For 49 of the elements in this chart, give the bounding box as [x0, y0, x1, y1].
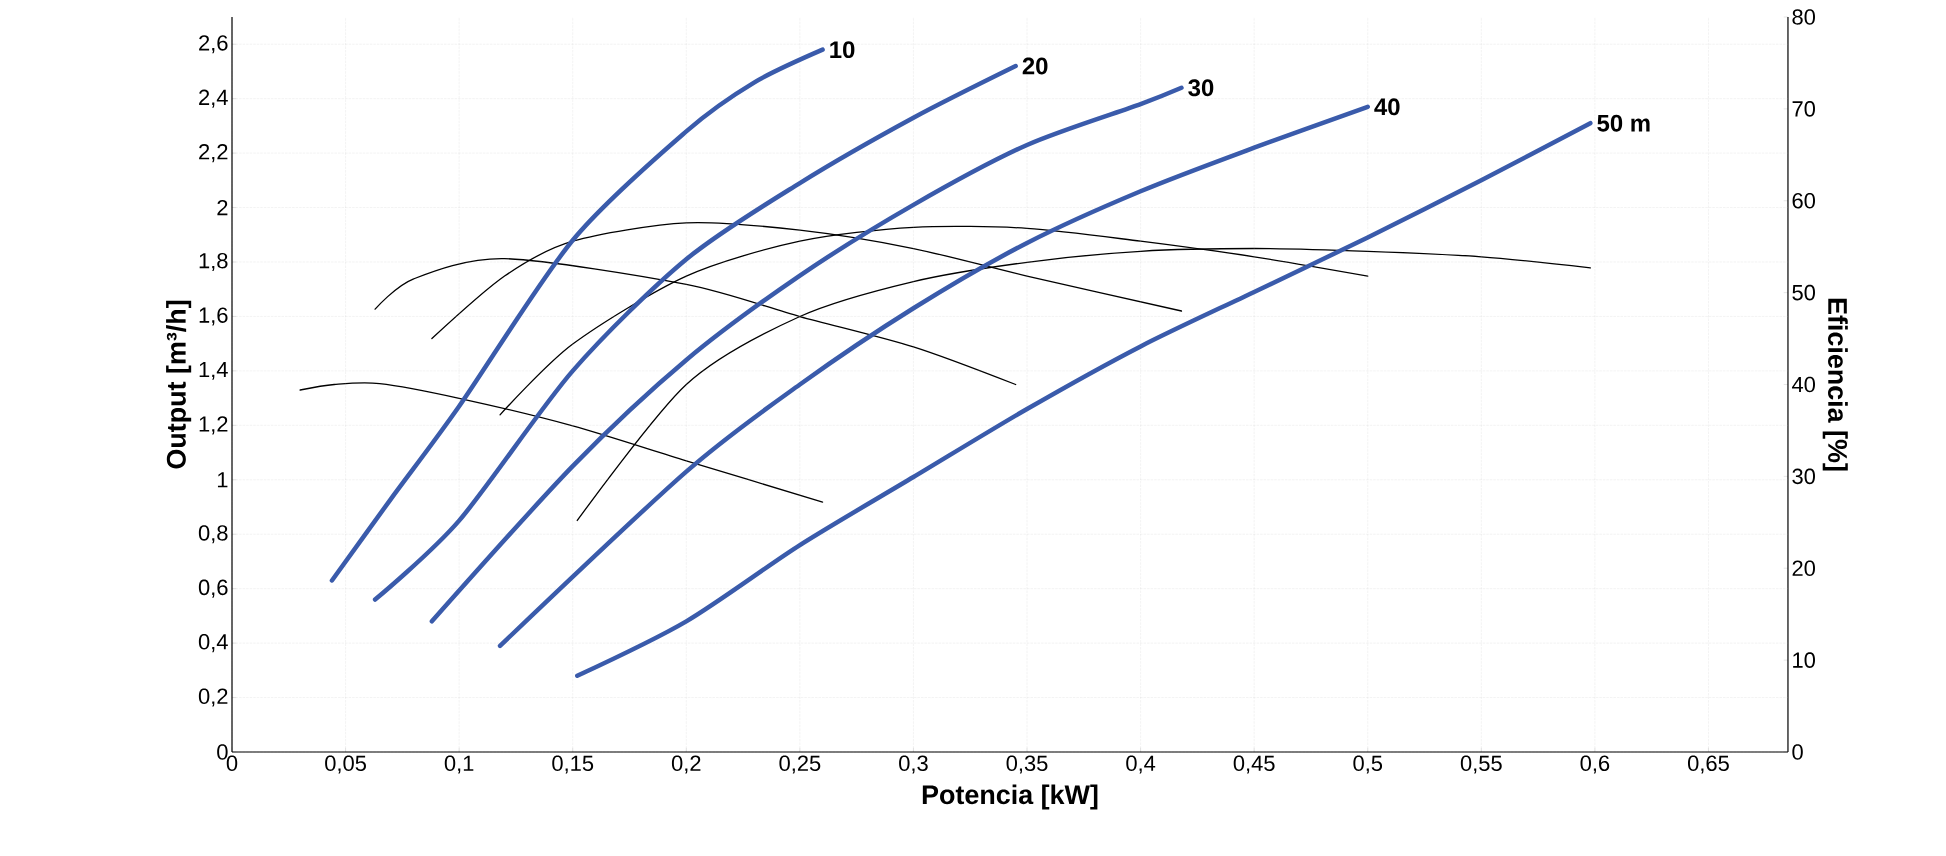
y-tick-label: 0,8 — [198, 525, 228, 544]
x-tick-label: 0,5 — [1353, 755, 1383, 774]
y2-tick-label: 80 — [1792, 9, 1815, 25]
series-label: 40 — [1374, 98, 1400, 116]
line-series — [497, 104, 1370, 649]
y-axis-title: Output [m³/h] — [166, 300, 192, 469]
x-tick-label: 0,6 — [1580, 755, 1610, 774]
y2-tick-label: 40 — [1791, 376, 1815, 393]
y-tick-label: 1,2 — [199, 416, 228, 435]
y2-tick-label: 0 — [1792, 744, 1803, 760]
y-tick-label: 0,4 — [198, 634, 228, 653]
x-tick-label: 0,25 — [779, 755, 821, 774]
line-series — [329, 47, 825, 583]
y2-tick-label: 30 — [1792, 468, 1815, 485]
y-tick-label: 1 — [217, 472, 228, 488]
y-tick-label: 0,6 — [198, 579, 228, 598]
x-tick-label: 0,2 — [671, 755, 701, 774]
x-axis-title: Potencia [kW] — [922, 784, 1098, 810]
y-tick-label: 1,8 — [199, 252, 228, 272]
y-tick-label: 2,2 — [199, 144, 228, 163]
y-tick-label: 2,6 — [199, 35, 228, 54]
series-label: 50 m — [1597, 114, 1650, 132]
x-tick-label: 0,4 — [1126, 755, 1156, 774]
y-tick-label: 0,2 — [198, 688, 228, 707]
x-tick-label: 0,1 — [444, 755, 474, 774]
x-tick-label: 0,3 — [899, 755, 928, 774]
x-tick-label: 0,35 — [1006, 755, 1048, 774]
x-tick-label: 0,05 — [325, 755, 366, 774]
x-tick-label: 0,65 — [1687, 755, 1729, 774]
y2-tick-label: 10 — [1793, 652, 1815, 668]
line-series — [575, 120, 1593, 679]
line-series — [372, 63, 1018, 602]
y-tick-label: 2 — [217, 199, 228, 216]
y-tick-label: 2,4 — [199, 89, 228, 108]
series-label: 10 — [830, 41, 855, 59]
y2-tick-label: 20 — [1792, 560, 1815, 577]
series-label: 20 — [1022, 57, 1048, 75]
x-tick-label: 0,55 — [1460, 755, 1502, 774]
y2-tick-label: 70 — [1792, 101, 1815, 117]
series-label: 30 — [1188, 79, 1214, 97]
y2-tick-label: 60 — [1792, 192, 1815, 209]
x-tick-label: 0,15 — [552, 755, 594, 774]
line-series — [429, 85, 1184, 624]
x-tick-label: 0,45 — [1233, 755, 1275, 774]
y-tick-label: 1,6 — [199, 307, 228, 326]
y-tick-label: 1,4 — [199, 361, 228, 380]
y2-axis-title: Eficiencia [%] — [1822, 298, 1848, 471]
y-tick-label: 0 — [217, 744, 228, 760]
y2-tick-label: 50 — [1792, 284, 1815, 301]
